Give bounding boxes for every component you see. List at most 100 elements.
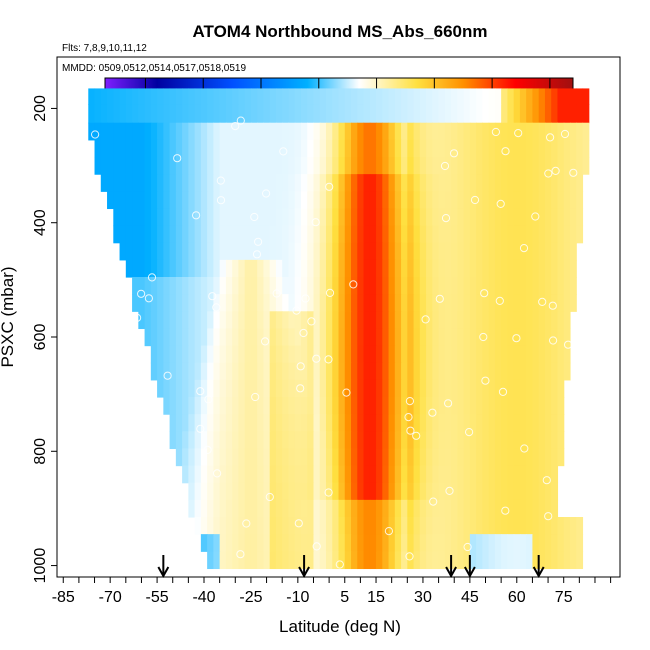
heatmap-cell	[382, 208, 390, 227]
observation-point	[91, 130, 100, 139]
heatmap-cell	[207, 294, 214, 312]
heatmap-cell	[463, 277, 471, 295]
heatmap-cell	[369, 88, 377, 105]
heatmap-cell	[369, 431, 377, 450]
heatmap-cell	[363, 208, 371, 227]
heatmap-cell	[369, 551, 377, 570]
heatmap-cell	[294, 191, 302, 210]
heatmap-cell	[300, 104, 308, 124]
heatmap-cell	[438, 104, 446, 124]
heatmap-cell	[551, 482, 559, 501]
heatmap-cell	[307, 104, 315, 124]
heatmap-cell	[394, 294, 402, 312]
heatmap-cell	[476, 534, 483, 552]
heatmap-cell	[407, 225, 415, 244]
heatmap-cell	[282, 277, 290, 295]
heatmap-cell	[325, 499, 333, 518]
heatmap-cell	[432, 225, 440, 244]
heatmap-cell	[250, 174, 258, 192]
heatmap-cell	[469, 157, 477, 175]
heatmap-cell	[357, 157, 365, 175]
heatmap-cell	[294, 225, 302, 244]
heatmap-cell	[138, 174, 146, 192]
heatmap-cell	[551, 534, 559, 552]
heatmap-cell	[307, 157, 315, 175]
heatmap-cell	[257, 122, 265, 141]
heatmap-cell	[232, 534, 240, 552]
heatmap-cell	[538, 345, 546, 364]
heatmap-cell	[438, 397, 446, 415]
heatmap-cell	[569, 225, 577, 244]
heatmap-cell	[513, 242, 521, 261]
heatmap-cell	[307, 499, 315, 518]
heatmap-cell	[444, 362, 452, 381]
heatmap-cell	[263, 379, 271, 398]
heatmap-cell	[188, 88, 196, 105]
heatmap-cell	[225, 208, 233, 227]
x-tick-label: 45	[461, 589, 479, 606]
heatmap-cell	[388, 431, 396, 450]
heatmap-cell	[544, 157, 552, 175]
heatmap-cell	[219, 397, 227, 415]
heatmap-cell	[163, 379, 171, 398]
heatmap-cell	[394, 277, 402, 295]
heatmap-cell	[419, 465, 427, 484]
heatmap-cell	[463, 362, 471, 381]
heatmap-cell	[188, 225, 196, 244]
heatmap-cell	[194, 259, 202, 278]
heatmap-cell	[294, 139, 302, 158]
heatmap-cell	[213, 431, 221, 450]
heatmap-cell	[157, 122, 164, 141]
heatmap-cell	[269, 362, 277, 381]
heatmap-cell	[294, 379, 302, 398]
heatmap-cell	[188, 191, 196, 210]
heatmap-cell	[544, 328, 552, 347]
observation-point	[412, 431, 421, 440]
heatmap-cell	[557, 122, 565, 141]
heatmap-cell	[426, 397, 433, 415]
heatmap-cell	[219, 191, 227, 210]
heatmap-cell	[382, 328, 390, 347]
heatmap-cell	[250, 328, 258, 347]
heatmap-cell	[325, 414, 333, 432]
heatmap-cell	[501, 362, 508, 381]
heatmap-cell	[244, 311, 252, 330]
heatmap-cell	[382, 157, 390, 175]
heatmap-cell	[513, 517, 521, 535]
heatmap-cell	[119, 88, 127, 105]
heatmap-cell	[419, 157, 427, 175]
heatmap-cell	[463, 414, 471, 432]
heatmap-cell	[175, 88, 183, 105]
heatmap-cell	[394, 139, 402, 158]
heatmap-cell	[432, 362, 440, 381]
heatmap-cell	[250, 191, 258, 210]
heatmap-cell	[200, 448, 208, 467]
heatmap-cell	[519, 208, 527, 227]
heatmap-cell	[501, 534, 508, 552]
heatmap-cell	[188, 174, 196, 192]
heatmap-cell	[357, 208, 365, 227]
heatmap-cell	[263, 482, 271, 501]
heatmap-cell	[494, 465, 502, 484]
heatmap-cell	[538, 157, 546, 175]
heatmap-cell	[388, 259, 396, 278]
heatmap-cell	[376, 499, 383, 518]
heatmap-cell	[488, 482, 496, 501]
heatmap-cell	[401, 465, 408, 484]
y-tick-label: 800	[32, 438, 49, 465]
y-tick-label: 1000	[32, 548, 49, 584]
heatmap-cell	[544, 277, 552, 295]
heatmap-cell	[519, 345, 527, 364]
heatmap-cell	[507, 328, 515, 347]
heatmap-cell	[494, 208, 502, 227]
heatmap-cell	[207, 431, 214, 450]
heatmap-cell	[263, 277, 271, 295]
heatmap-cell	[332, 139, 340, 158]
heatmap-cell	[225, 328, 233, 347]
heatmap-cell	[382, 259, 390, 278]
heatmap-cell	[288, 517, 296, 535]
heatmap-cell	[557, 191, 565, 210]
heatmap-cell	[107, 104, 114, 124]
heatmap-cell	[125, 259, 133, 278]
heatmap-cell	[382, 534, 390, 552]
